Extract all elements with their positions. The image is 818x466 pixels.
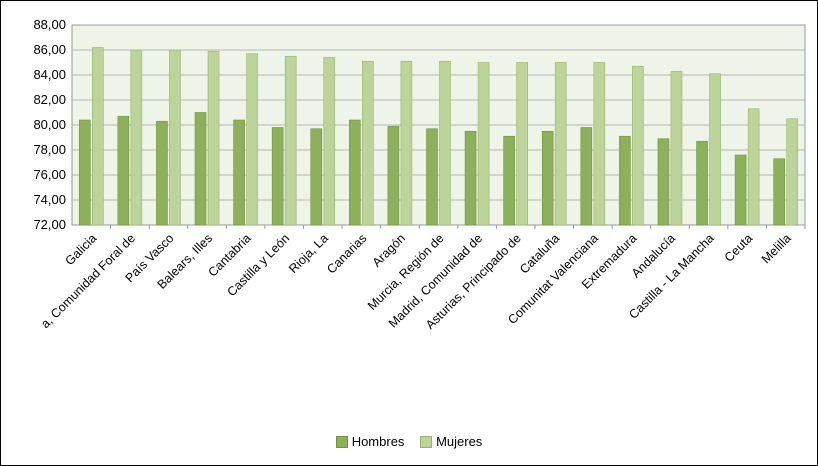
bar-mujeres [362, 60, 374, 226]
bar-mujeres [439, 60, 451, 226]
y-tick-label: 82,00 [33, 92, 66, 107]
bar-mujeres [516, 62, 528, 226]
bar-mujeres [130, 49, 143, 226]
bar-mujeres [169, 49, 181, 226]
bar-mujeres [670, 70, 683, 226]
bar-hombres [503, 135, 515, 226]
x-tick-label: Ceuta [722, 231, 756, 265]
legend: Hombres Mujeres [0, 434, 818, 451]
bar-hombres [233, 119, 245, 226]
bar-mujeres [207, 50, 220, 226]
y-tick-label: 76,00 [33, 167, 66, 182]
bar-mujeres [477, 62, 490, 226]
bar-mujeres [747, 108, 760, 226]
legend-item-hombres: Hombres [335, 434, 405, 449]
bars [78, 47, 799, 226]
bar-mujeres [323, 57, 336, 226]
x-tick-label: Canarias [324, 231, 369, 276]
x-tick-label: Aragón [370, 231, 408, 269]
x-tick-label: Rioja, La [286, 231, 331, 276]
bar-hombres [619, 135, 631, 226]
bar-mujeres [246, 53, 258, 226]
gridlines [72, 49, 805, 201]
bar-hombres [541, 130, 554, 226]
bar-mujeres [709, 73, 721, 226]
x-tick-label: Galicia [62, 231, 99, 268]
bar-mujeres [284, 55, 297, 226]
y-tick-label: 88,00 [33, 17, 66, 32]
legend-swatch-mujeres [420, 435, 433, 448]
y-tick-label: 80,00 [33, 117, 66, 132]
legend-label-mujeres: Mujeres [436, 434, 483, 449]
bar-hombres [773, 158, 786, 226]
bar-hombres [117, 115, 130, 226]
y-tick-label: 78,00 [33, 142, 66, 157]
y-tick-label: 74,00 [33, 192, 66, 207]
bar-hombres [580, 127, 593, 226]
bar-hombres [349, 119, 361, 226]
bar-hombres [310, 128, 323, 226]
legend-swatch-hombres [335, 435, 348, 448]
bar-hombres [426, 128, 438, 226]
bar-mujeres [632, 65, 644, 226]
bar-mujeres [593, 62, 606, 226]
legend-label-hombres: Hombres [351, 434, 405, 449]
y-axis: 72,00 74,00 76,00 78,00 80,00 82,00 84,00 86,00… [33, 17, 66, 232]
y-tick-label: 86,00 [33, 42, 66, 57]
bar-hombres [657, 138, 670, 226]
bar-mujeres [400, 60, 413, 226]
x-tick-label: Melilla [759, 231, 794, 266]
bar-hombres [696, 140, 708, 226]
bar-hombres [194, 112, 207, 226]
bar-hombres [271, 127, 284, 226]
bar-mujeres [786, 118, 799, 226]
bar-hombres [156, 120, 168, 226]
legend-item-mujeres: Mujeres [420, 434, 482, 449]
bar-mujeres [91, 47, 104, 226]
y-tick-label: 72,00 [33, 217, 66, 232]
y-tick-label: 84,00 [33, 67, 66, 82]
bar-hombres [78, 119, 91, 226]
bar-hombres [387, 125, 400, 226]
bar-hombres [734, 154, 747, 226]
bar-hombres [464, 130, 477, 226]
bar-mujeres [554, 62, 567, 226]
